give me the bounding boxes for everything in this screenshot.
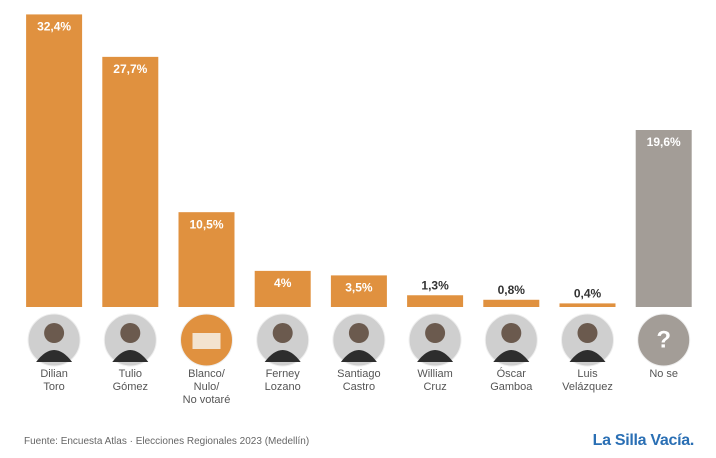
bar [635,130,692,307]
bar [407,295,464,307]
bar [102,56,159,307]
bar [330,275,387,307]
category-label: Tulio Gómez [112,368,149,393]
bar [26,14,83,307]
avatar-head [425,323,446,343]
value-label: 10,5% [189,217,223,231]
value-label: 4% [274,276,292,290]
category-label: No se [649,368,679,380]
avatar-body [264,350,301,362]
category-label: William Cruz [417,368,453,393]
avatar-symbol: ? [656,326,671,353]
ballot-box [192,333,221,349]
value-label: 19,6% [647,135,681,149]
bar [178,212,235,307]
value-label: 27,7% [113,62,147,76]
value-label: 3,5% [345,281,373,295]
category-label: Blanco/ Nulo/ No votaré [182,368,231,406]
avatar-head [44,323,65,343]
source-note: Fuente: Encuesta Atlas · Elecciones Regi… [24,436,310,447]
brand-logo: La Silla Vacía. [592,432,695,449]
avatar-head [348,323,369,343]
avatar-head [120,323,141,343]
avatar-body [340,350,377,362]
avatar-body [569,350,606,362]
value-label: 1,3% [421,278,449,292]
value-label: 0,8% [498,283,526,297]
value-label: 0,4% [574,287,602,301]
avatar-body [36,350,73,362]
category-label: Óscar Gamboa [490,368,533,393]
value-label: 32,4% [37,20,71,34]
avatar-body [493,350,530,362]
avatar-head [272,323,293,343]
category-label: Santiago Castro [337,368,381,393]
category-label: Ferney Lozano [264,368,301,393]
bar [559,303,616,307]
category-label: Luis Velázquez [562,368,613,393]
avatar-body [112,350,149,362]
category-label: Dilian Toro [40,368,68,393]
avatar-head [501,323,522,343]
avatar-head [577,323,598,343]
bar [254,270,311,307]
bar [483,299,540,307]
avatar [637,313,691,367]
avatar-body [417,350,454,362]
